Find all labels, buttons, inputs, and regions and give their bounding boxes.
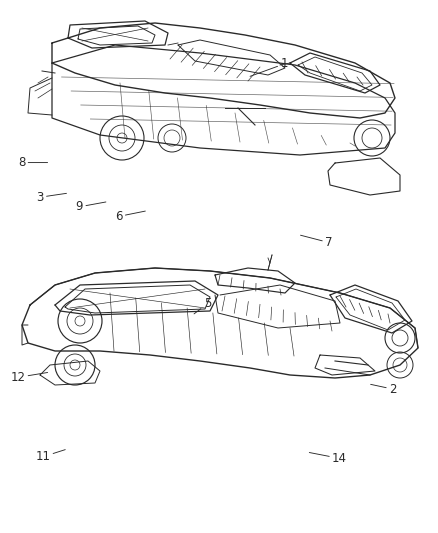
Text: 9: 9 (76, 200, 106, 213)
Text: 12: 12 (11, 371, 48, 384)
Text: 3: 3 (36, 191, 67, 204)
Text: 11: 11 (35, 450, 65, 463)
Text: 6: 6 (115, 210, 145, 223)
Text: 2: 2 (371, 383, 396, 395)
Text: 1: 1 (250, 58, 288, 76)
Text: 8: 8 (18, 156, 48, 169)
Text: 5: 5 (194, 297, 211, 314)
Text: 14: 14 (309, 452, 347, 465)
Text: 7: 7 (300, 235, 332, 249)
